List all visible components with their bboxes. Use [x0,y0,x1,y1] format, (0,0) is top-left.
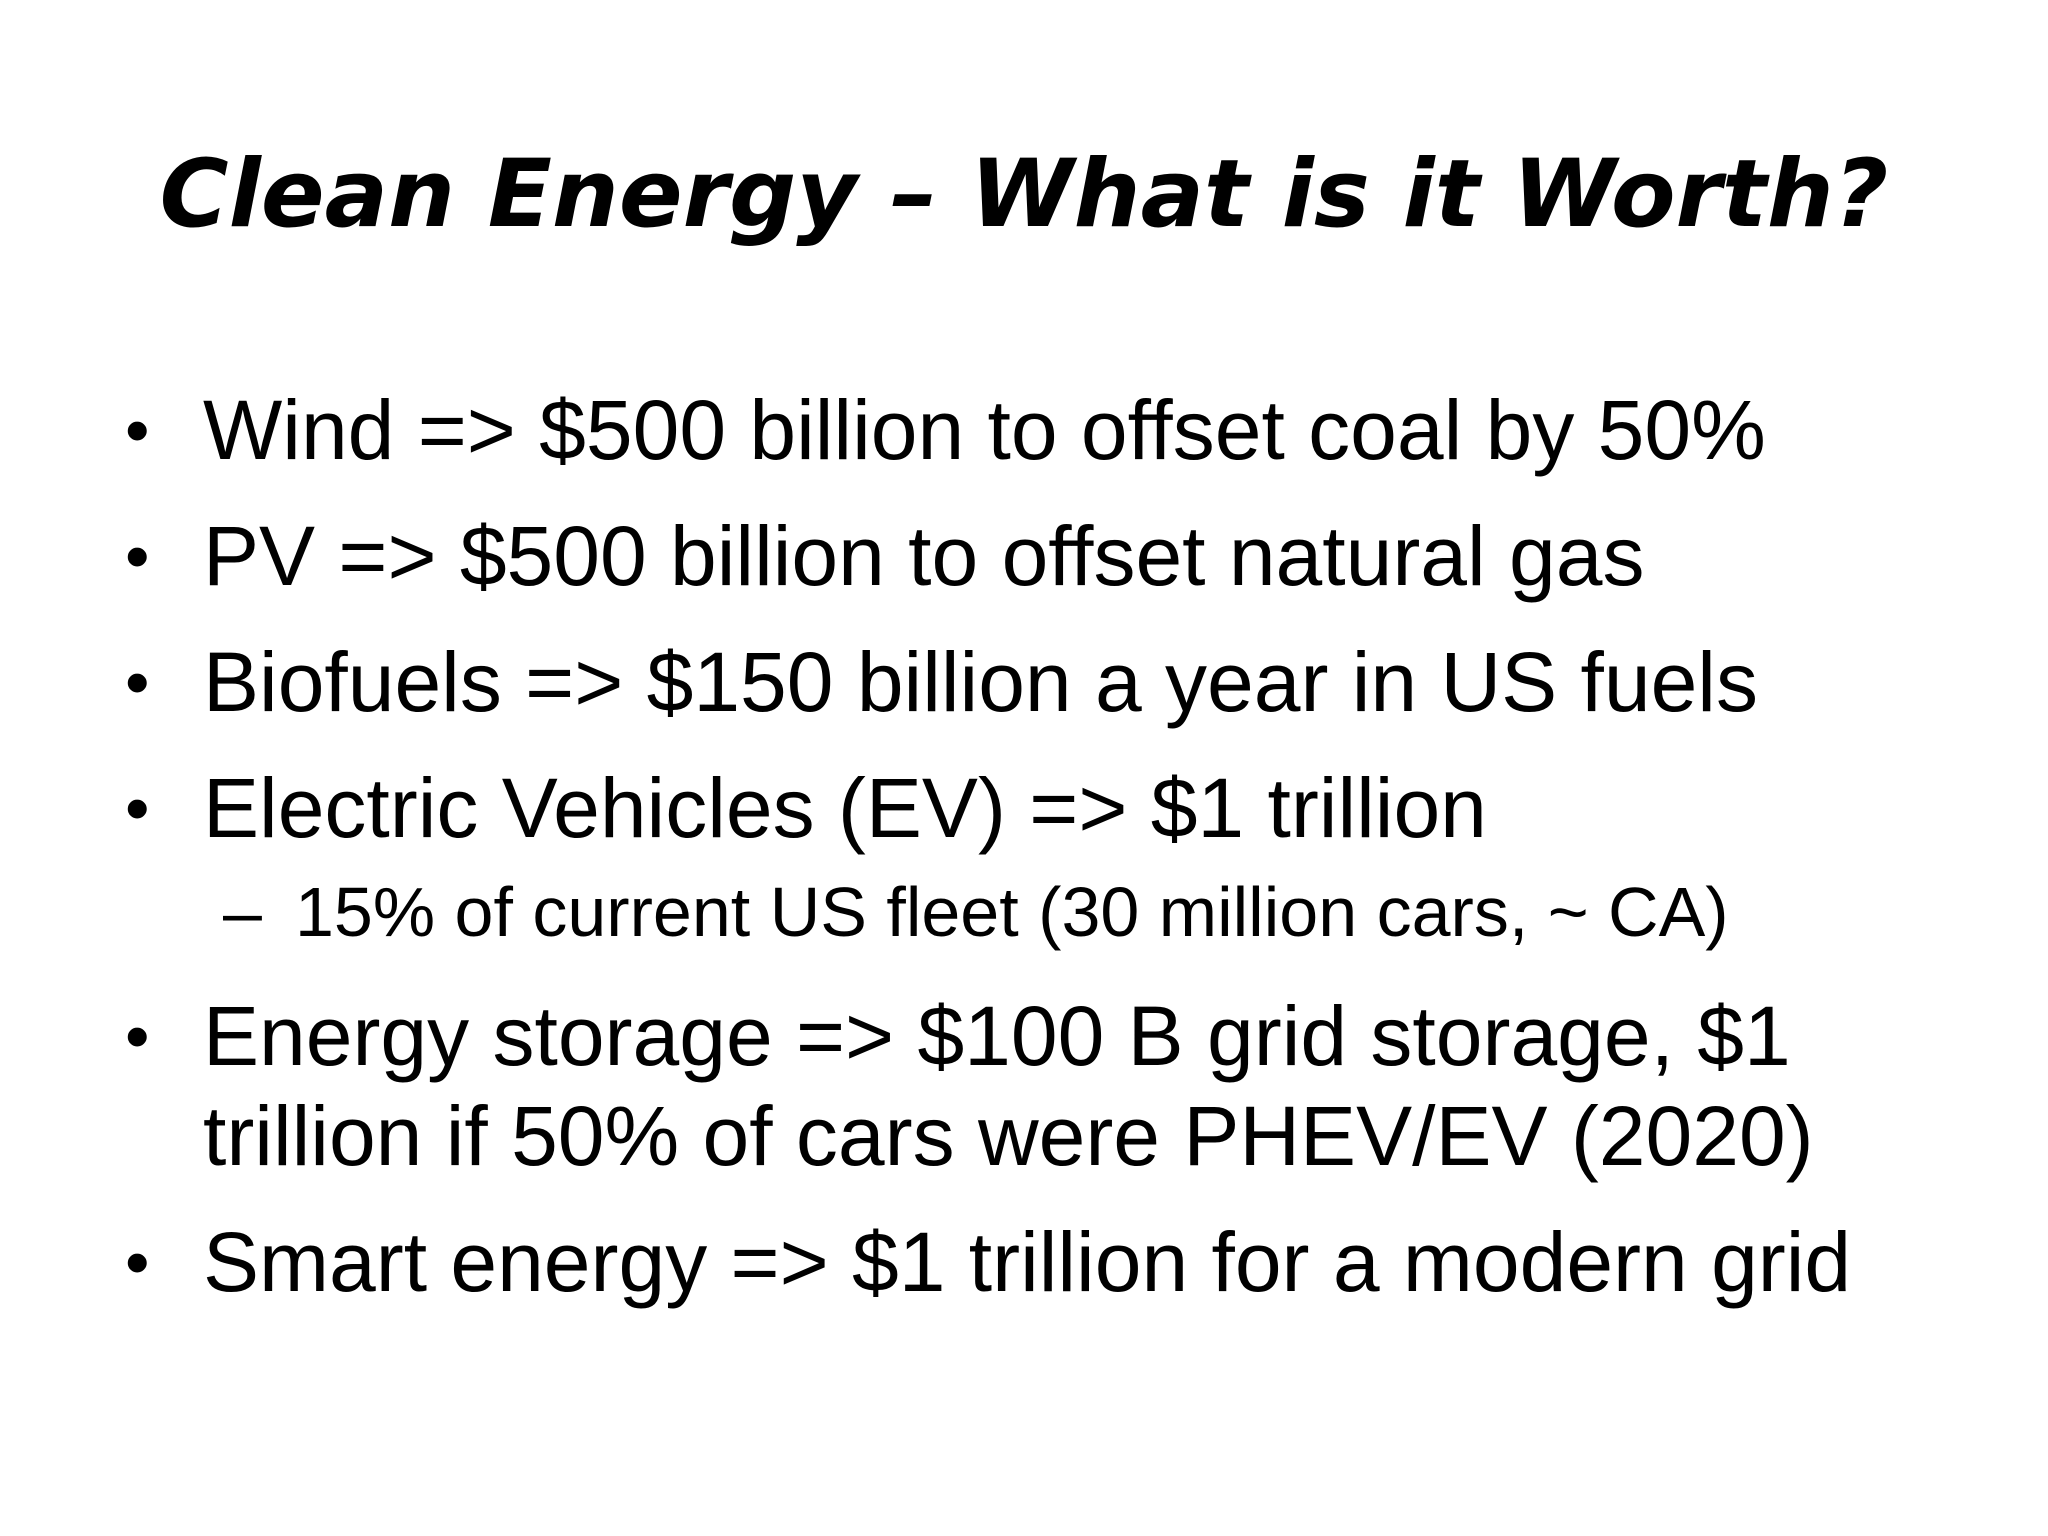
dash-icon: – [223,873,262,951]
bullet-item-pv: • PV => $500 billion to offset natural g… [125,506,1985,606]
bullet-text: Electric Vehicles (EV) => $1 trillion [203,761,1487,855]
bullet-list: • Wind => $500 billion to offset coal by… [125,380,1985,1338]
bullet-text: Smart energy => $1 trillion for a modern… [203,1215,1852,1309]
bullet-item-wind: • Wind => $500 billion to offset coal by… [125,380,1985,480]
bullet-dot-icon: • [125,643,150,721]
bullet-dot-icon: • [125,769,150,847]
sub-bullet-item-fleet: – 15% of current US fleet (30 million ca… [125,872,1985,952]
bullet-dot-icon: • [125,1223,150,1301]
bullet-text: Wind => $500 billion to offset coal by 5… [203,383,1766,477]
bullet-text: Energy storage => $100 B grid storage, $… [203,989,1814,1183]
bullet-item-biofuels: • Biofuels => $150 billion a year in US … [125,632,1985,732]
bullet-dot-icon: • [125,391,150,469]
bullet-item-energy-storage: • Energy storage => $100 B grid storage,… [125,986,1985,1186]
slide-title: Clean Energy – What is it Worth? [159,140,1889,249]
bullet-item-electric-vehicles: • Electric Vehicles (EV) => $1 trillion [125,758,1985,858]
bullet-dot-icon: • [125,517,150,595]
bullet-item-smart-energy: • Smart energy => $1 trillion for a mode… [125,1212,1985,1312]
sub-bullet-text: 15% of current US fleet (30 million cars… [295,873,1729,951]
bullet-text: Biofuels => $150 billion a year in US fu… [203,635,1758,729]
bullet-text: PV => $500 billion to offset natural gas [203,509,1645,603]
bullet-dot-icon: • [125,997,150,1075]
